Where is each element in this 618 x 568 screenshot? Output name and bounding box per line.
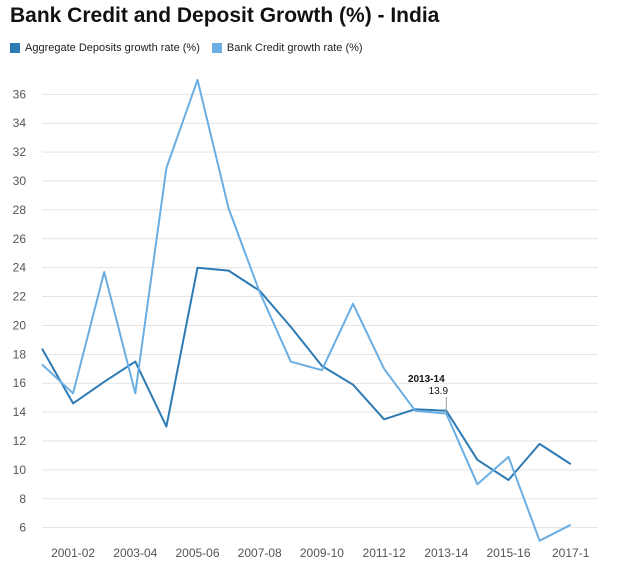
x-tick-label-2003-04: 2003-04 xyxy=(113,546,157,560)
y-tick-label-20: 20 xyxy=(13,318,27,332)
y-tick-label-26: 26 xyxy=(13,232,27,246)
legend-item-deposits[interactable]: Aggregate Deposits growth rate (%) xyxy=(10,42,200,54)
series-line-1 xyxy=(41,78,572,542)
x-tick-label-2001-02: 2001-02 xyxy=(51,546,95,560)
y-axis: 6 8 10 12 14 16 18 20 22 24 26 28 30 32 34 36 xyxy=(13,87,27,534)
x-axis: 2001-02 2003-04 2005-06 2007-08 2009-10 2011-… xyxy=(51,546,590,560)
y-tick-label-32: 32 xyxy=(13,145,27,159)
y-tick-label-30: 30 xyxy=(13,174,27,188)
y-tick-label-6: 6 xyxy=(19,521,26,535)
x-tick-label-2007-08: 2007-08 xyxy=(238,546,282,560)
y-tick-label-28: 28 xyxy=(13,203,27,217)
legend-swatch-credit xyxy=(211,43,222,53)
y-tick-label-34: 34 xyxy=(13,116,27,130)
x-tick-label-2011-12: 2011-12 xyxy=(363,546,406,560)
annotation-category: 2013-14 xyxy=(408,374,445,385)
x-tick-label-2015-16: 2015-16 xyxy=(486,546,530,560)
y-tick-label-10: 10 xyxy=(13,463,27,477)
y-tick-label-36: 36 xyxy=(13,87,27,101)
x-tick-label-2013-14: 2013-14 xyxy=(424,546,468,560)
legend-label-credit: Bank Credit growth rate (%) xyxy=(226,42,363,54)
y-tick-label-14: 14 xyxy=(13,405,27,419)
y-tick-label-22: 22 xyxy=(13,290,27,304)
legend-label-deposits: Aggregate Deposits growth rate (%) xyxy=(25,42,200,54)
legend-swatch-deposits xyxy=(10,43,20,53)
chart-legend: Aggregate Deposits growth rate (%) Bank … xyxy=(10,42,363,54)
grid-lines xyxy=(42,93,598,529)
legend-item-credit[interactable]: Bank Credit growth rate (%) xyxy=(211,42,363,54)
annotation-value: 13.9 xyxy=(429,386,449,397)
x-tick-label-2005-06: 2005-06 xyxy=(175,546,219,560)
y-tick-label-12: 12 xyxy=(13,434,27,448)
y-tick-label-24: 24 xyxy=(13,261,27,275)
x-tick-label-2017-1: 2017-1 xyxy=(552,546,590,560)
y-tick-label-18: 18 xyxy=(13,347,27,361)
y-tick-label-8: 8 xyxy=(19,492,26,506)
y-tick-label-16: 16 xyxy=(13,376,27,390)
x-tick-label-2009-10: 2009-10 xyxy=(300,546,344,560)
chart-title: Bank Credit and Deposit Growth (%) - Ind… xyxy=(10,4,440,27)
series-lines xyxy=(41,78,572,542)
series-line-0 xyxy=(41,266,572,481)
